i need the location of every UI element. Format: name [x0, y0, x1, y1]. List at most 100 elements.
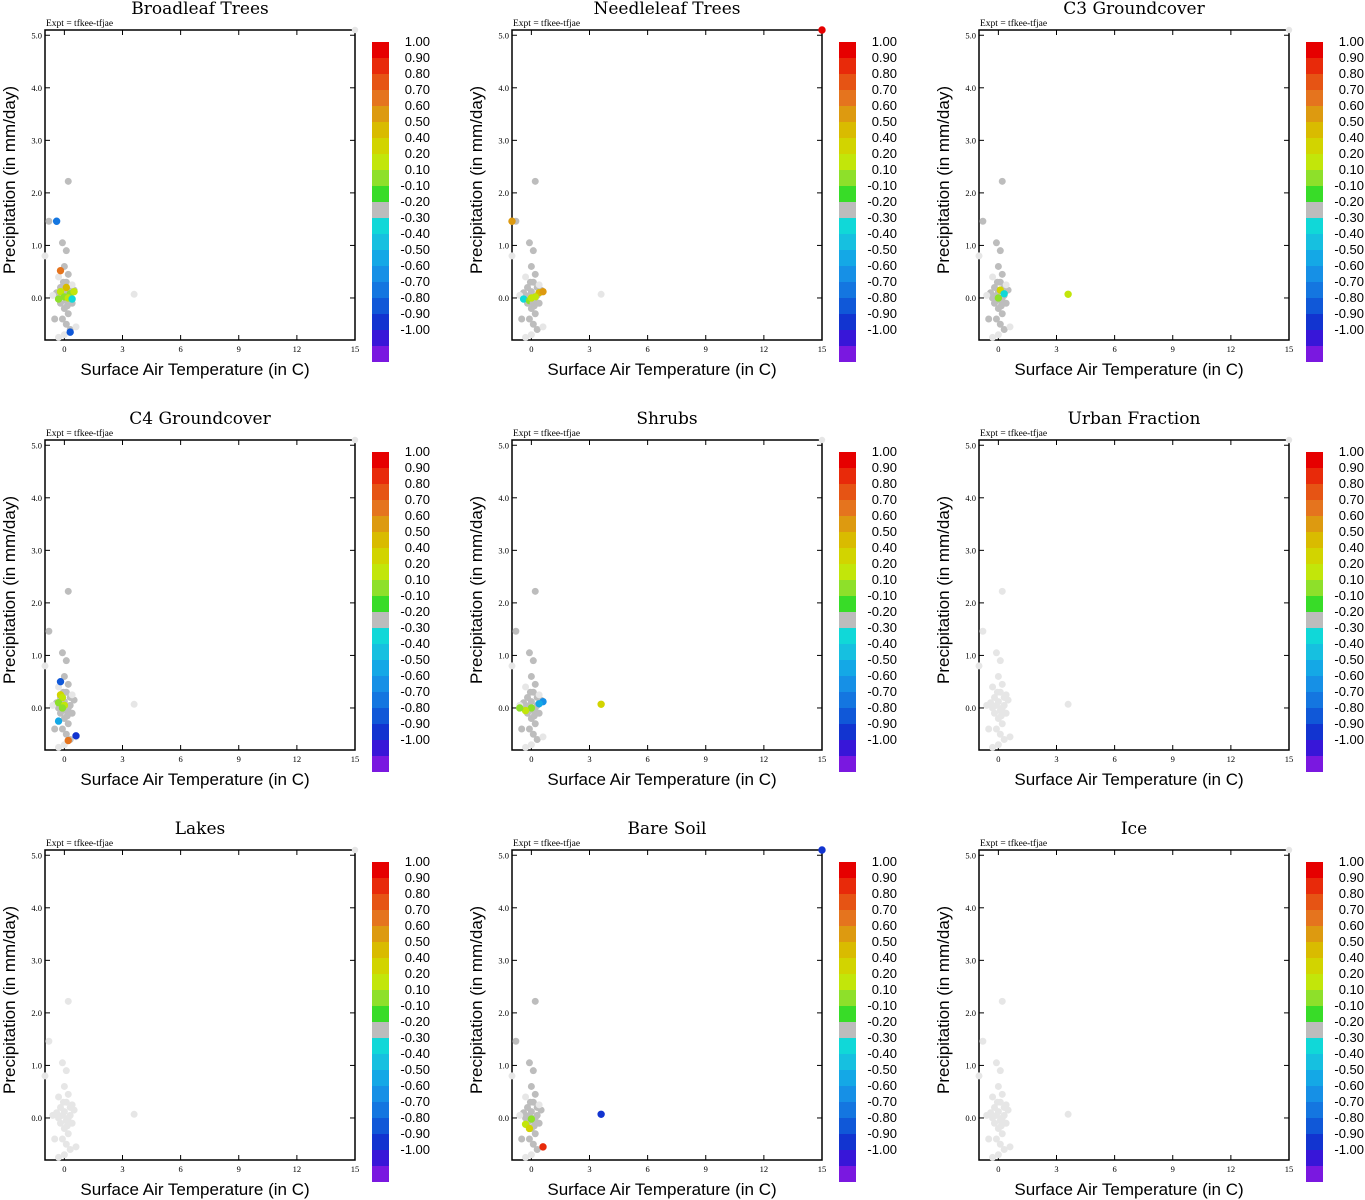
background-point [533, 735, 541, 743]
background-point [989, 683, 997, 691]
x-tick-label: 6 [1113, 754, 1117, 764]
background-point [518, 315, 526, 323]
colorbar-swatch [372, 628, 389, 644]
background-point [991, 1119, 998, 1127]
background-point [512, 1037, 520, 1045]
colorbar: 1.000.900.800.700.600.500.400.200.10-0.1… [839, 444, 897, 772]
x-tick-label: 6 [179, 344, 183, 354]
colorbar-swatch [372, 500, 389, 516]
y-tick-label: 1.0 [965, 650, 976, 660]
colorbar-swatch [1306, 740, 1323, 756]
background-point [994, 1151, 1002, 1159]
chart-panel: C4 Groundcover Expt = tfkee-tfjae 0 3 6 9 12 15… [0, 409, 430, 789]
colorbar-swatch [372, 942, 389, 958]
colorbar-label: 0.90 [872, 50, 897, 65]
background-point [64, 680, 72, 688]
background-point [983, 1111, 991, 1119]
colorbar-label: 0.70 [872, 492, 897, 507]
colorbar-label: -0.70 [400, 684, 430, 699]
colorbar-swatch [372, 1022, 389, 1038]
y-tick-label: 5.0 [498, 30, 509, 40]
background-point [1285, 26, 1293, 34]
data-point [56, 677, 65, 686]
colorbar-swatch [1306, 1166, 1323, 1182]
background-point [130, 700, 138, 708]
colorbar-swatch [372, 74, 389, 90]
colorbar-label: -0.50 [400, 652, 430, 667]
data-point [539, 287, 547, 296]
background-point [979, 217, 987, 225]
colorbar-label: -0.90 [1334, 306, 1364, 321]
colorbar-label: -0.50 [400, 242, 430, 257]
y-tick-label: 5.0 [965, 850, 976, 860]
data-point [58, 704, 67, 712]
colorbar-swatch [839, 234, 856, 250]
background-point [992, 315, 1000, 323]
colorbar-label: 0.60 [872, 918, 897, 933]
colorbar-swatch [372, 958, 389, 974]
x-tick-label: 6 [646, 344, 650, 354]
y-tick-label: 3.0 [965, 545, 976, 555]
y-tick-label: 4.0 [31, 493, 42, 503]
colorbar-swatch [839, 724, 856, 740]
colorbar-label: -0.60 [1334, 668, 1364, 683]
colorbar-swatch [839, 330, 856, 346]
background-point [45, 627, 53, 635]
colorbar-swatch [839, 910, 856, 926]
background-point [992, 239, 1000, 247]
colorbar-swatch [839, 990, 856, 1006]
background-point [49, 1111, 57, 1119]
colorbar-label: -0.80 [400, 700, 430, 715]
colorbar-swatch [839, 202, 856, 218]
colorbar-label: 0.70 [405, 82, 430, 97]
x-axis-label: Surface Air Temperature (in C) [547, 360, 776, 379]
x-tick-label: 0 [996, 1164, 1000, 1174]
colorbar-label: -0.30 [1334, 210, 1364, 225]
background-point [525, 1059, 533, 1067]
background-point [529, 320, 537, 328]
colorbar-label: 0.50 [872, 934, 897, 949]
data-point [54, 295, 63, 303]
colorbar-swatch [1306, 990, 1323, 1006]
colorbar-label: 0.80 [405, 886, 430, 901]
colorbar-swatch [372, 282, 389, 298]
background-point [55, 1093, 63, 1101]
background-point [351, 846, 359, 854]
background-point [64, 310, 72, 318]
background-point [991, 299, 998, 307]
background-point [522, 1153, 530, 1161]
background-point [68, 1101, 76, 1109]
y-tick-label: 5.0 [31, 850, 42, 860]
x-axis-label: Surface Air Temperature (in C) [1014, 770, 1243, 789]
colorbar-swatch [1306, 500, 1323, 516]
colorbar-swatch [372, 516, 389, 532]
background-point [1006, 323, 1014, 331]
background-point [529, 657, 537, 665]
colorbar-label: 0.80 [872, 476, 897, 491]
background-point [531, 680, 539, 688]
colorbar-swatch [1306, 74, 1323, 90]
background-point [985, 1135, 993, 1143]
colorbar-swatch [372, 170, 389, 186]
data-point [535, 700, 543, 708]
data-point [525, 1124, 534, 1133]
x-tick-label: 9 [704, 1164, 708, 1174]
y-tick-label: 0.0 [498, 1113, 509, 1123]
colorbar-swatch [372, 346, 389, 362]
y-tick-label: 4.0 [498, 83, 509, 93]
background-point [58, 239, 66, 247]
background-point [997, 712, 1005, 720]
colorbar-label: 0.10 [1339, 162, 1364, 177]
x-tick-label: 9 [1171, 344, 1175, 354]
y-axis-label: Precipitation (in mm/day) [934, 906, 953, 1094]
colorbar: 1.000.900.800.700.600.500.400.200.10-0.1… [839, 34, 897, 362]
colorbar-label: 0.50 [1339, 524, 1364, 539]
background-point [998, 680, 1006, 688]
colorbar-label: -0.60 [400, 258, 430, 273]
x-tick-label: 9 [704, 344, 708, 354]
colorbar-swatch [839, 106, 856, 122]
colorbar-swatch [1306, 1150, 1323, 1166]
colorbar-label: 0.40 [872, 130, 897, 145]
colorbar-swatch [1306, 628, 1323, 644]
